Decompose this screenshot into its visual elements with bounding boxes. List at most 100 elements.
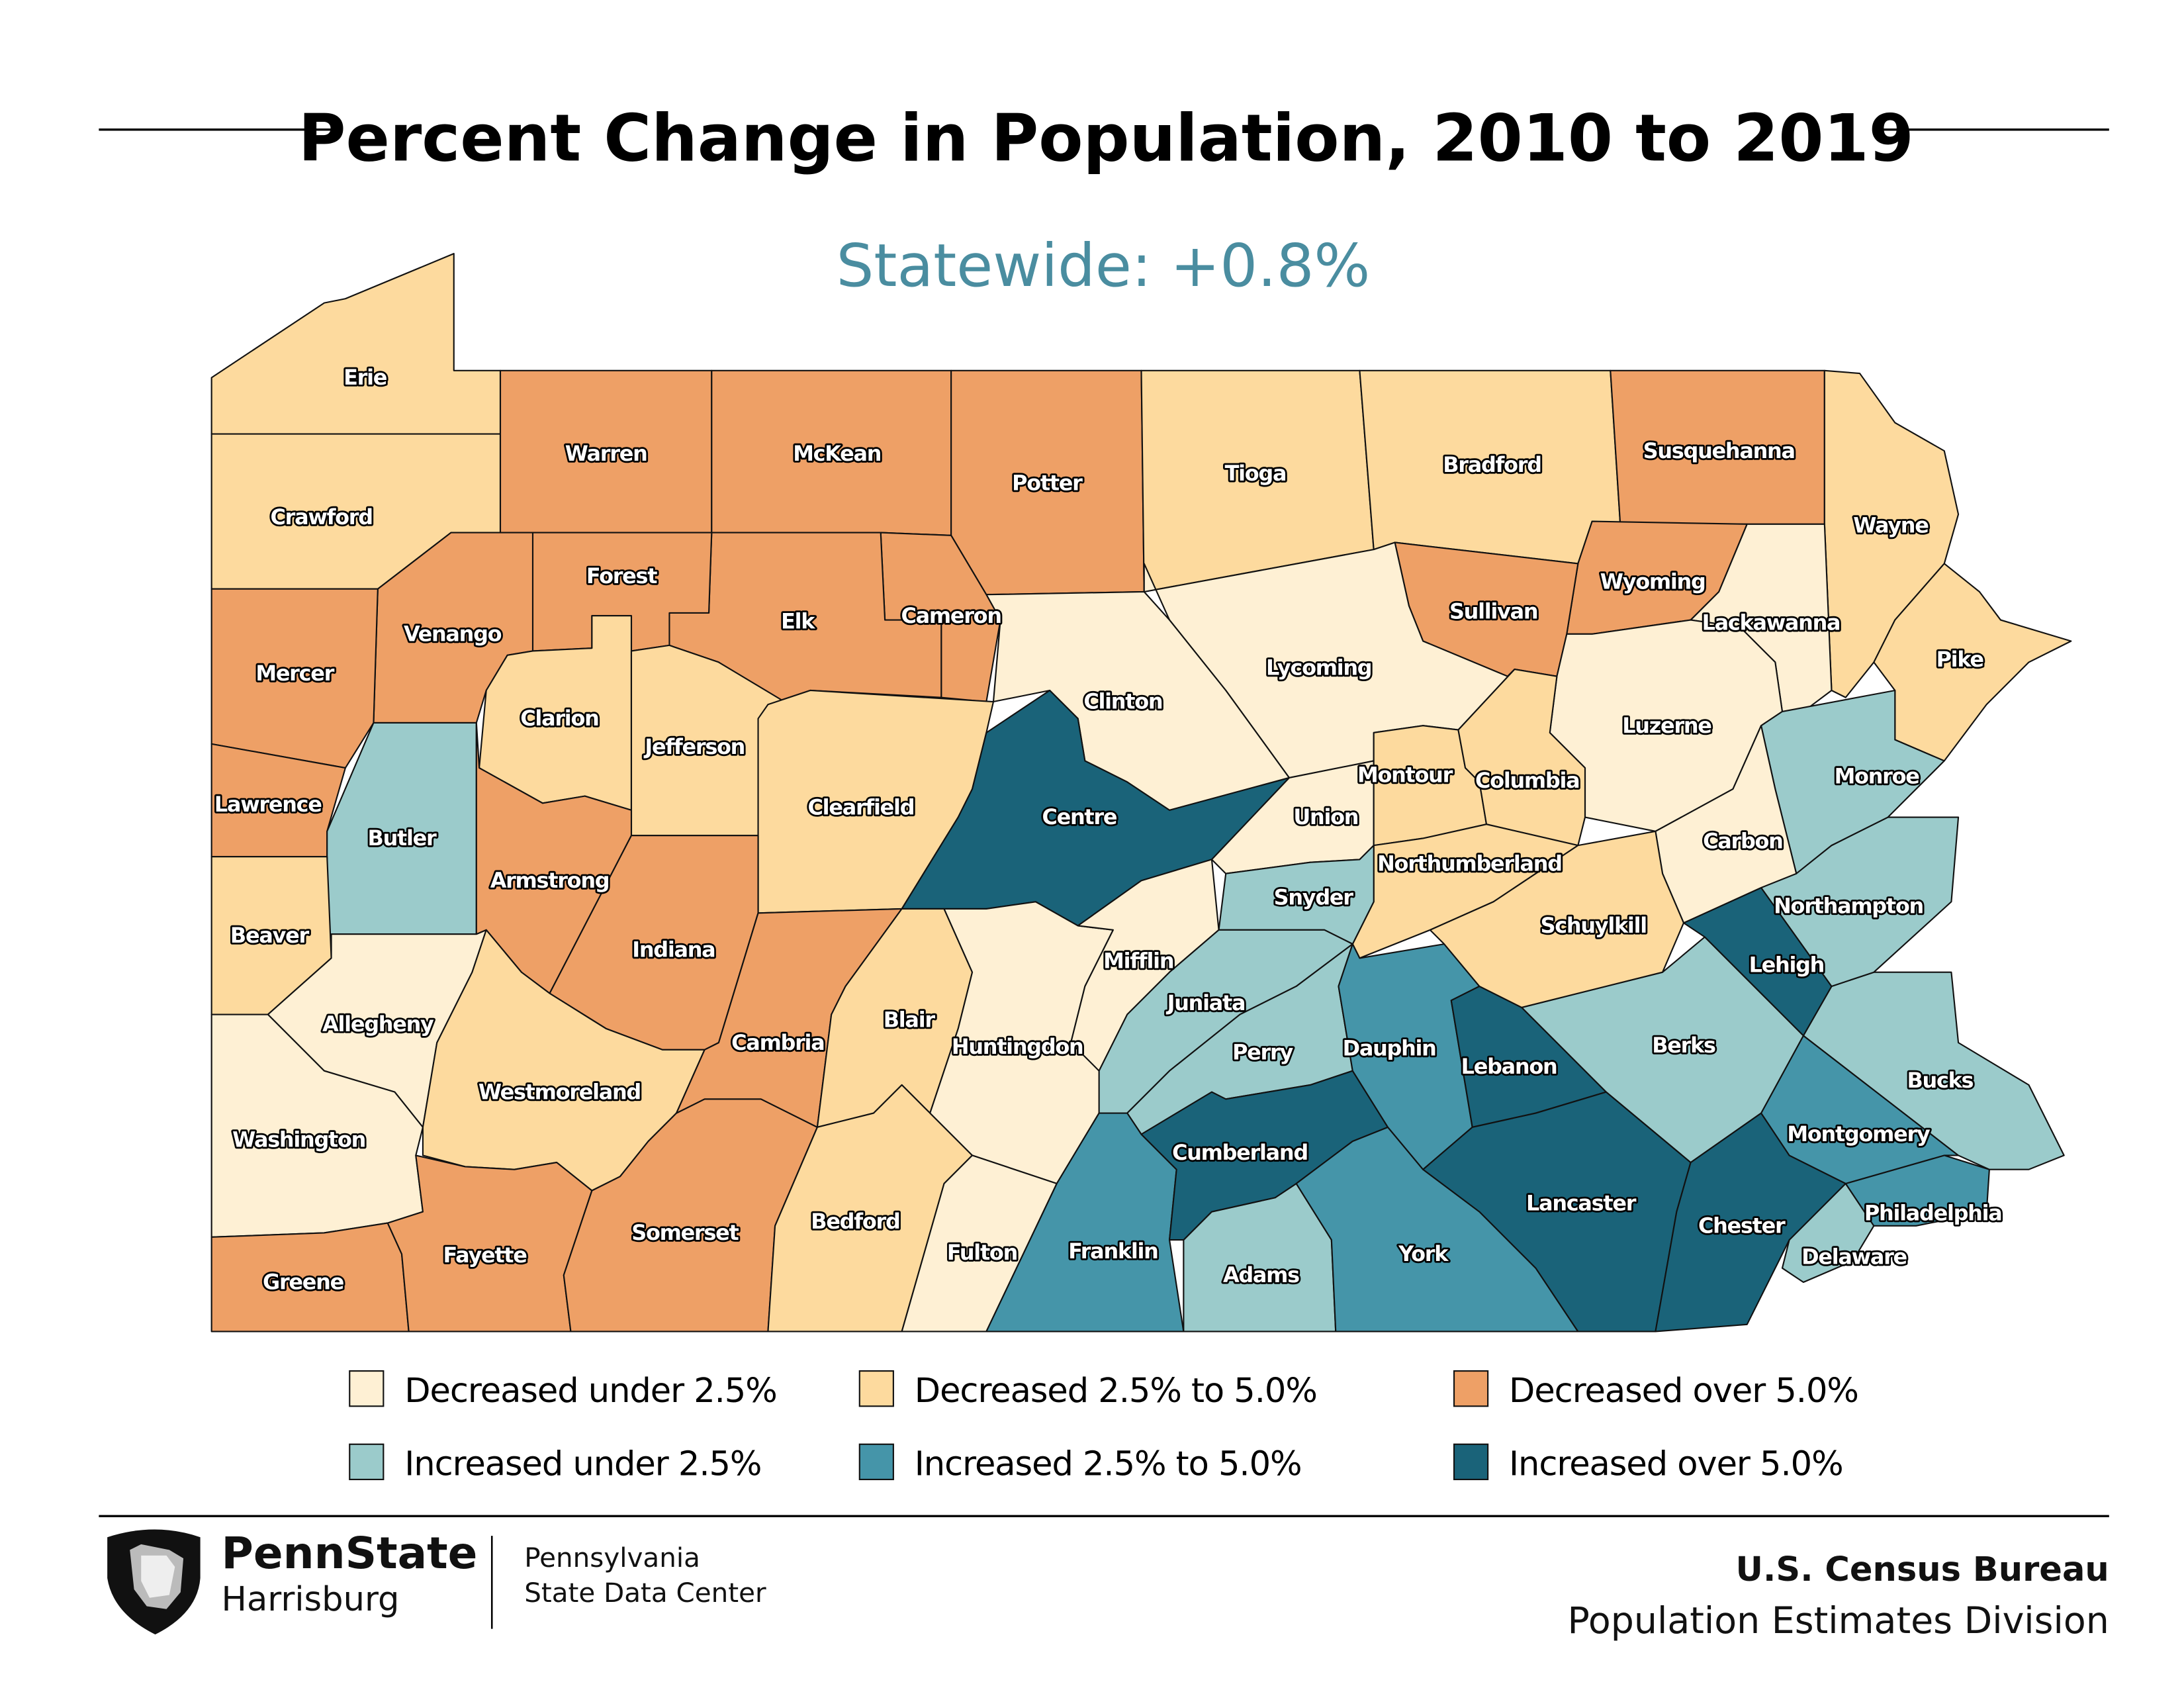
- county-label-clearfield: Clearfield: [808, 794, 915, 820]
- county-label-allegheny: Allegheny: [322, 1011, 434, 1037]
- county-label-montgomery: Montgomery: [1787, 1121, 1931, 1147]
- county-label-beaver: Beaver: [230, 923, 310, 948]
- county-label-mercer: Mercer: [255, 661, 334, 686]
- county-label-cumberland: Cumberland: [1172, 1140, 1308, 1165]
- county-label-perry: Perry: [1232, 1040, 1293, 1065]
- county-mercer: [210, 588, 379, 769]
- source-agency: U.S. Census Bureau: [1736, 1550, 2109, 1589]
- county-label-sullivan: Sullivan: [1449, 598, 1537, 624]
- county-label-tioga: Tioga: [1225, 461, 1287, 486]
- county-layer: [210, 253, 2072, 1333]
- legend-label-decreased-2-5-to-5-0-: Decreased 2.5% to 5.0%: [915, 1372, 1317, 1411]
- county-label-juniata: Juniata: [1166, 990, 1246, 1015]
- county-label-lawrence: Lawrence: [214, 792, 322, 817]
- county-label-forest: Forest: [586, 563, 657, 588]
- county-berks: [1521, 936, 1804, 1164]
- county-label-lebanon: Lebanon: [1461, 1054, 1557, 1079]
- sdc-line1: Pennsylvania: [524, 1542, 700, 1573]
- county-label-venango: Venango: [404, 621, 502, 646]
- county-label-cambria: Cambria: [731, 1030, 824, 1055]
- county-label-potter: Potter: [1012, 471, 1083, 496]
- county-label-philadelphia: Philadelphia: [1864, 1200, 2002, 1225]
- county-label-mckean: McKean: [793, 441, 881, 466]
- legend-label-increased-over-5-0-: Increased over 5.0%: [1509, 1445, 1843, 1484]
- county-label-lycoming: Lycoming: [1266, 655, 1371, 680]
- county-label-layer: Erie Crawford Warren McKean Potter Tioga Bradf…: [212, 363, 2004, 1296]
- county-label-franklin: Franklin: [1068, 1239, 1158, 1264]
- county-label-cameron: Cameron: [901, 603, 1001, 628]
- county-schuylkill: [1429, 830, 1685, 1008]
- county-label-columbia: Columbia: [1475, 768, 1579, 793]
- legend-swatch-decreased-over-5-0-: [1453, 1370, 1489, 1407]
- legend: Decreased under 2.5% Decreased 2.5% to 5.…: [349, 1370, 1859, 1484]
- logo-pennstate: PennState: [222, 1528, 478, 1579]
- legend-swatch-increased-over-5-0-: [1453, 1443, 1489, 1481]
- county-label-berks: Berks: [1652, 1033, 1715, 1058]
- statewide-change: Statewide: +0.8%: [837, 232, 1371, 301]
- county-label-jefferson: Jefferson: [643, 734, 745, 759]
- county-label-bedford: Bedford: [811, 1209, 899, 1234]
- county-label-pike: Pike: [1936, 647, 1984, 672]
- county-label-bradford: Bradford: [1443, 452, 1541, 477]
- county-label-union: Union: [1293, 804, 1358, 829]
- sdc-line2: State Data Center: [524, 1577, 766, 1609]
- county-label-warren: Warren: [565, 441, 647, 466]
- source-division: Population Estimates Division: [1568, 1600, 2109, 1642]
- county-label-crawford: Crawford: [271, 504, 373, 530]
- county-fulton: [901, 1154, 1058, 1333]
- county-label-schuylkill: Schuylkill: [1541, 913, 1647, 938]
- county-label-lackawanna: Lackawanna: [1702, 610, 1841, 635]
- legend-swatch-decreased-under-2-5-: [349, 1370, 385, 1407]
- county-label-somerset: Somerset: [631, 1220, 739, 1245]
- county-label-delaware: Delaware: [1801, 1244, 1907, 1269]
- legend-label-decreased-over-5-0-: Decreased over 5.0%: [1509, 1372, 1858, 1411]
- county-label-chester: Chester: [1698, 1213, 1786, 1238]
- county-fayette: [387, 1154, 593, 1333]
- county-label-adams: Adams: [1223, 1262, 1299, 1288]
- legend-swatch-increased-under-2-5-: [349, 1443, 385, 1481]
- county-label-butler: Butler: [368, 825, 437, 851]
- county-label-wyoming: Wyoming: [1600, 569, 1706, 594]
- legend-label-decreased-under-2-5-: Decreased under 2.5%: [404, 1372, 776, 1411]
- county-label-montour: Montour: [1357, 762, 1453, 787]
- county-label-elk: Elk: [781, 608, 815, 633]
- county-label-washington: Washington: [232, 1127, 365, 1152]
- legend-label-increased-under-2-5-: Increased under 2.5%: [404, 1445, 761, 1484]
- county-label-carbon: Carbon: [1703, 828, 1783, 853]
- county-label-northampton: Northampton: [1774, 893, 1923, 918]
- county-label-armstrong: Armstrong: [490, 868, 610, 893]
- legend-swatch-increased-2-5-to-5-0-: [858, 1443, 894, 1481]
- county-label-dauphin: Dauphin: [1343, 1035, 1436, 1060]
- logo-harrisburg: Harrisburg: [222, 1580, 400, 1619]
- county-columbia: [1457, 668, 1586, 847]
- county-label-clinton: Clinton: [1083, 689, 1162, 714]
- county-label-monroe: Monroe: [1835, 763, 1920, 788]
- county-label-york: York: [1398, 1241, 1449, 1266]
- county-label-indiana: Indiana: [632, 937, 715, 962]
- county-label-huntingdon: Huntingdon: [952, 1034, 1083, 1059]
- county-label-lancaster: Lancaster: [1526, 1190, 1637, 1215]
- county-pike: [1873, 563, 2072, 762]
- pennstate-logo: PennState Harrisburg: [107, 1528, 478, 1635]
- county-label-erie: Erie: [343, 365, 387, 390]
- county-label-bucks: Bucks: [1907, 1068, 1973, 1093]
- county-label-fayette: Fayette: [443, 1243, 527, 1268]
- legend-label-increased-2-5-to-5-0-: Increased 2.5% to 5.0%: [915, 1445, 1302, 1484]
- county-label-fulton: Fulton: [947, 1240, 1017, 1265]
- map-title: Percent Change in Population, 2010 to 20…: [298, 101, 1914, 177]
- legend-swatch-decreased-2-5-to-5-0-: [858, 1370, 894, 1407]
- county-label-greene: Greene: [263, 1270, 344, 1295]
- county-label-mifflin: Mifflin: [1103, 948, 1173, 973]
- county-label-wayne: Wayne: [1853, 513, 1929, 538]
- county-label-snyder: Snyder: [1274, 885, 1354, 910]
- county-label-luzerne: Luzerne: [1622, 713, 1711, 738]
- county-erie: [210, 253, 502, 435]
- county-label-northumberland: Northumberland: [1377, 851, 1562, 876]
- county-label-blair: Blair: [884, 1008, 936, 1033]
- county-label-lehigh: Lehigh: [1749, 953, 1825, 978]
- county-label-westmoreland: Westmoreland: [478, 1079, 641, 1104]
- county-label-clarion: Clarion: [520, 706, 598, 731]
- county-label-susquehanna: Susquehanna: [1643, 438, 1795, 463]
